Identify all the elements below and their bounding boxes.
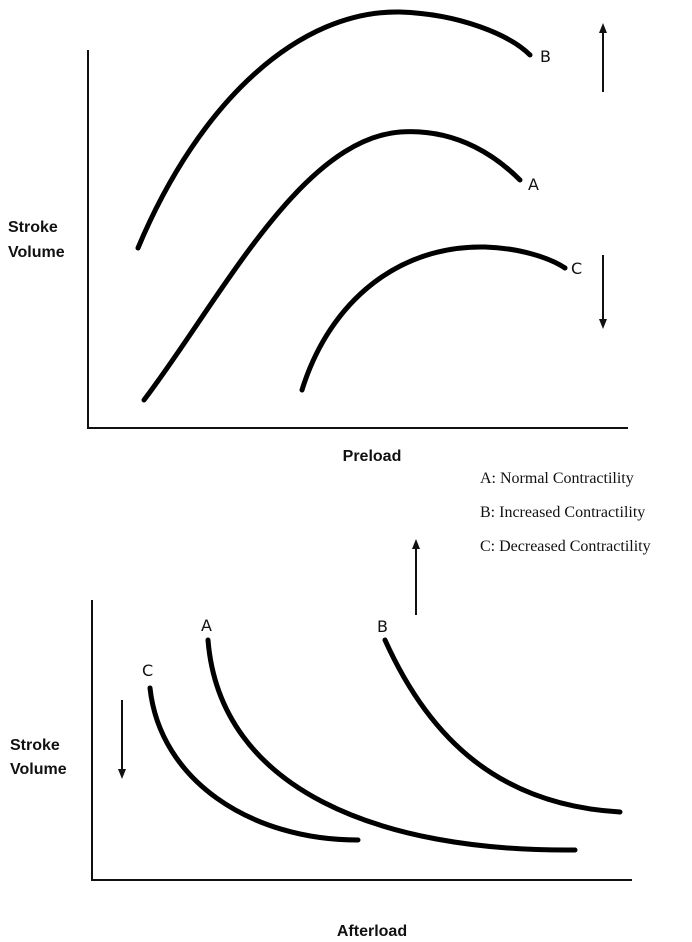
x-label: Preload bbox=[343, 448, 402, 465]
preload-panel: B A C Stroke Volume Preload bbox=[8, 9, 628, 465]
curve-label: A bbox=[528, 175, 539, 194]
curve-label: C bbox=[142, 661, 153, 680]
legend-entry: B: Increased Contractility bbox=[480, 504, 645, 521]
legend: A: Normal Contractility B: Increased Con… bbox=[480, 470, 651, 555]
axes bbox=[91, 600, 632, 881]
curve-label: B bbox=[377, 617, 388, 636]
y-label: Stroke bbox=[8, 219, 58, 236]
curve bbox=[205, 637, 578, 853]
curve-label: A bbox=[201, 616, 212, 635]
y-label: Volume bbox=[10, 761, 67, 778]
curve-label: C bbox=[571, 259, 582, 278]
curve bbox=[382, 637, 623, 815]
curve bbox=[135, 9, 533, 251]
y-label: Stroke bbox=[10, 737, 60, 754]
legend-entry: C: Decreased Contractility bbox=[480, 538, 651, 555]
axes bbox=[87, 50, 628, 429]
legend-entry: A: Normal Contractility bbox=[480, 470, 634, 487]
y-label: Volume bbox=[8, 244, 65, 261]
curve bbox=[147, 685, 361, 843]
curve-label: B bbox=[540, 47, 551, 66]
curve bbox=[299, 244, 568, 393]
x-label: Afterload bbox=[337, 923, 407, 940]
curve bbox=[141, 129, 523, 403]
afterload-panel: A B C Stroke Volume Afterload bbox=[10, 539, 632, 940]
